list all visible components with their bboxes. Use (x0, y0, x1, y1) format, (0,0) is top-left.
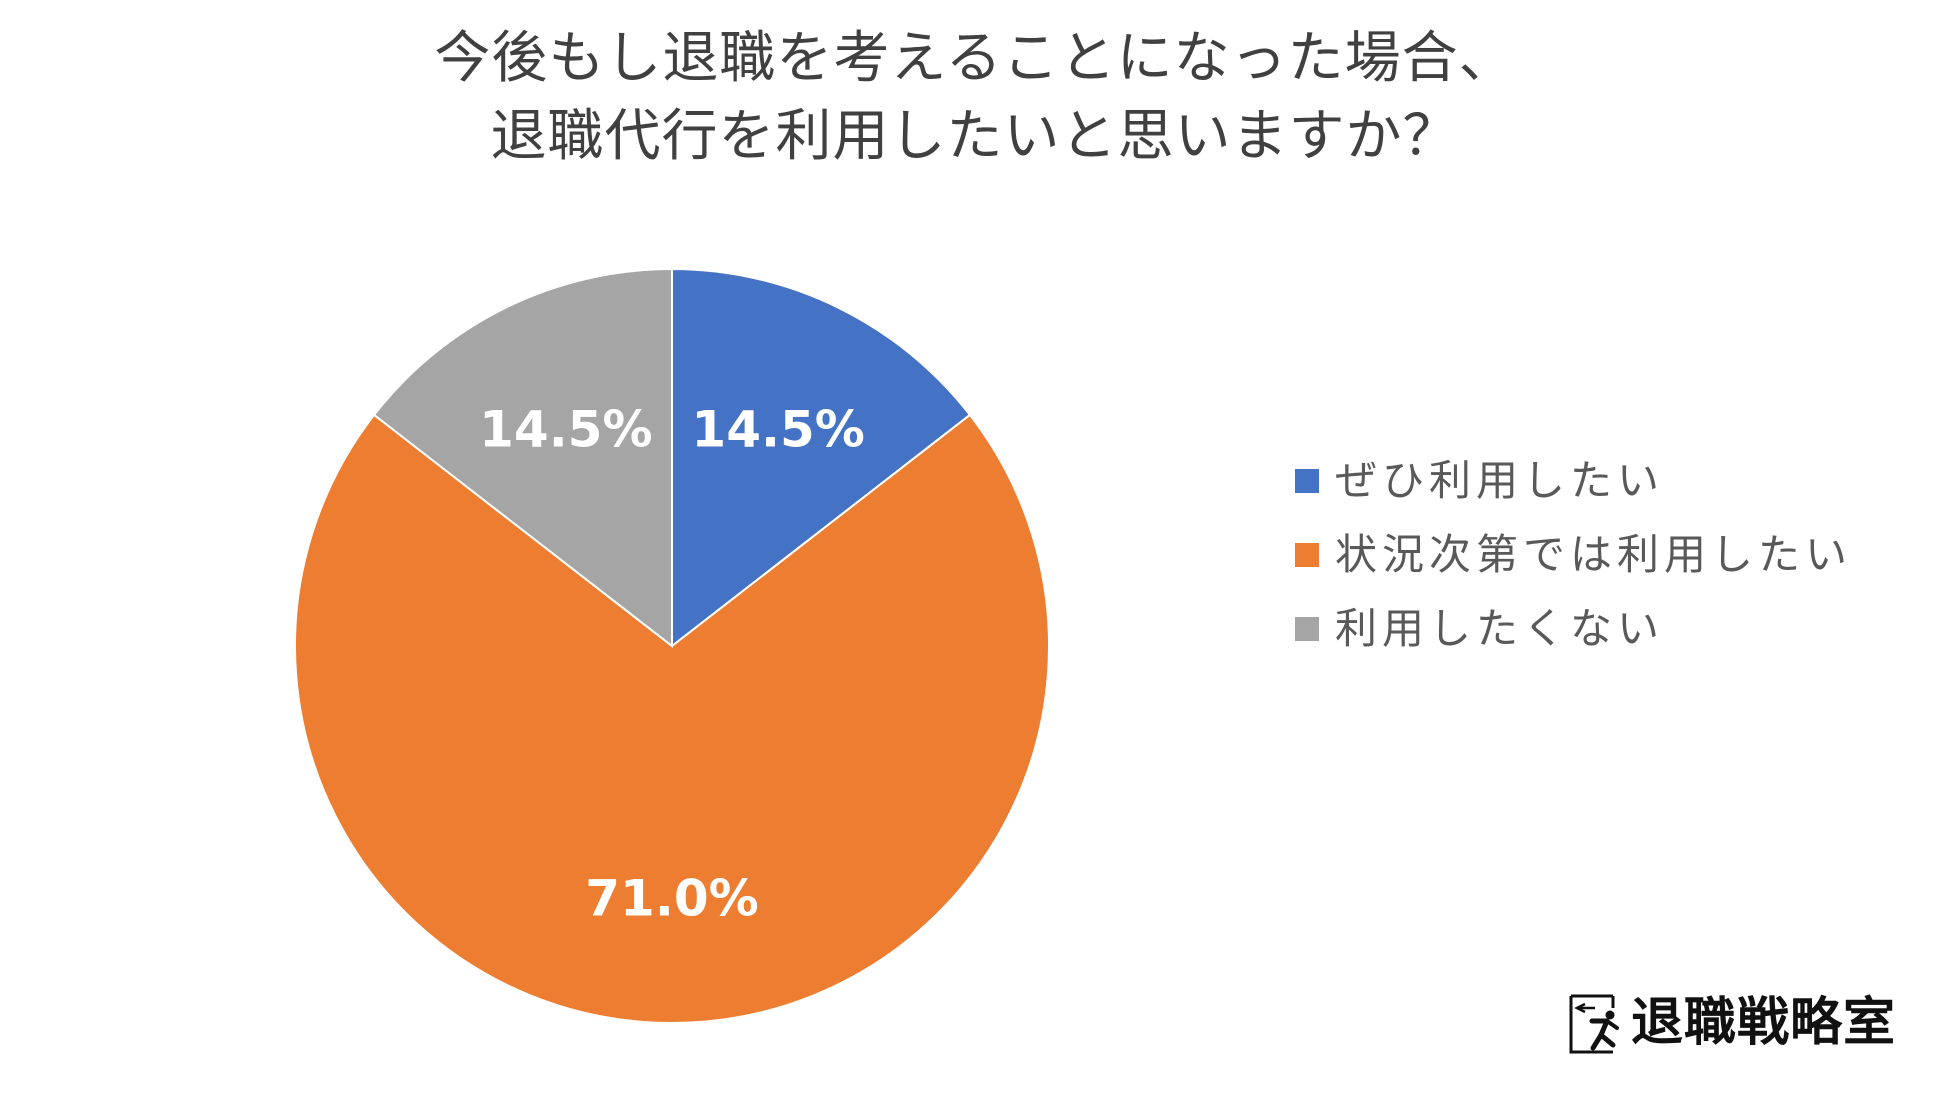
pie-slice-0 (671, 267, 972, 649)
chart-title-line-2: 退職代行を利用したいと思いますか？ (490, 104, 1460, 169)
pie-slice-1 (294, 413, 1050, 1025)
legend-swatch-2 (1295, 617, 1319, 641)
legend-label-0: ぜひ利用したい (1335, 456, 1665, 505)
legend-item-2: 利用したくない (1295, 592, 1852, 666)
chart-title-line-1: 今後もし退職を考えることになった場合、 (434, 26, 1516, 91)
data-label-0: 14.5% (691, 400, 864, 458)
data-label-2: 14.5% (479, 400, 652, 458)
brand-logo-text: 退職戦略室 (1631, 992, 1897, 1053)
legend-swatch-0 (1295, 469, 1319, 493)
legend-item-1: 状況次第では利用したい (1295, 518, 1852, 592)
running-exit-icon (1569, 994, 1619, 1054)
legend-label-2: 利用したくない (1335, 604, 1665, 653)
legend-swatch-1 (1295, 543, 1319, 567)
chart-legend: ぜひ利用したい 状況次第では利用したい 利用したくない (1295, 444, 1852, 666)
data-label-1: 71.0% (585, 870, 758, 928)
chart-title: 今後もし退職を考えることになった場合、 退職代行を利用したいと思いますか？ (0, 20, 1950, 176)
legend-item-0: ぜひ利用したい (1295, 444, 1852, 518)
legend-label-1: 状況次第では利用したい (1335, 530, 1853, 579)
pie-slice-2 (372, 267, 673, 649)
brand-logo: 退職戦略室 (1565, 990, 1896, 1056)
